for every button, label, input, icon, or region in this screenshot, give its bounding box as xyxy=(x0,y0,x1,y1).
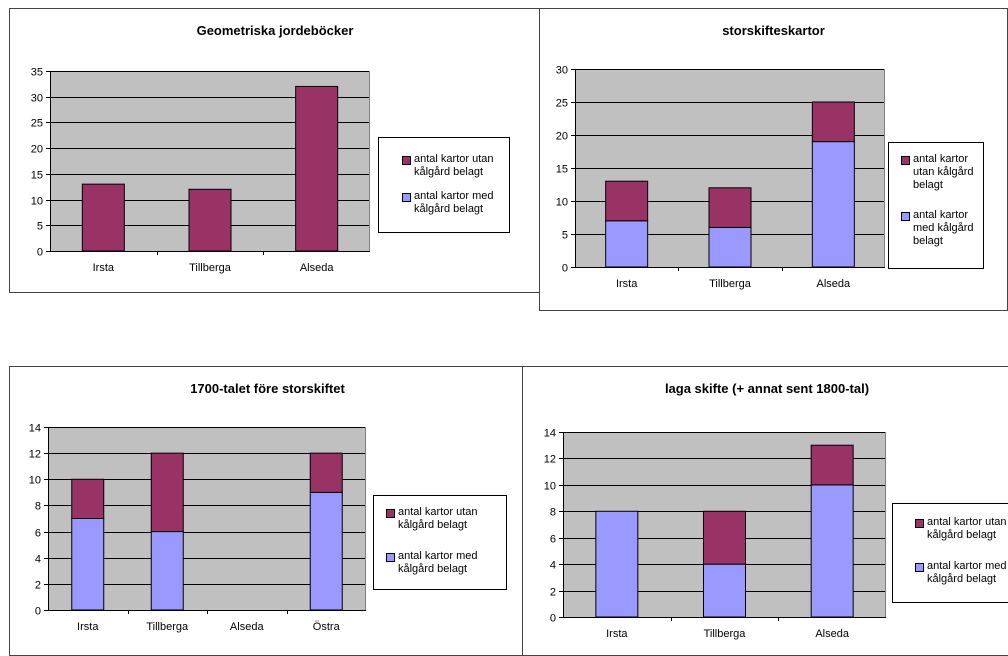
x-tick-label: Irsta xyxy=(77,621,99,633)
y-tick-label: 0 xyxy=(550,613,556,625)
chart-legend: antal kartor utan kålgård belagt antal k… xyxy=(888,142,984,269)
chart-title: Geometriska jordeböcker xyxy=(196,23,354,38)
bar-utan xyxy=(605,180,649,222)
y-tick-label: 8 xyxy=(35,501,41,513)
legend-swatch-utan xyxy=(402,156,411,165)
x-tick-label: Östra xyxy=(313,621,341,633)
x-tick-label: Alseda xyxy=(300,262,335,274)
legend-swatch-utan xyxy=(901,156,910,165)
y-tick-label: 2 xyxy=(550,587,556,599)
bar-utan xyxy=(188,188,232,252)
x-tick-label: Irsta xyxy=(93,262,115,274)
bar-chart: 0 5 10 15 20 25 30 35 Irsta Tillberga Alseda xyxy=(31,67,370,274)
y-tick-label: 6 xyxy=(35,528,41,540)
bar-utan xyxy=(703,510,746,565)
x-tick-label: Tillberga xyxy=(704,628,747,640)
bar-chart: 0 2 4 6 8 10 12 14 Irsta Tillberga Alseda Östra xyxy=(29,423,366,633)
x-tick-label: Tillberga xyxy=(709,278,752,290)
legend-swatch-utan xyxy=(386,509,395,518)
legend-label: antal kartor med kålgård belagt xyxy=(913,209,974,247)
bar-med xyxy=(708,226,752,268)
x-tick-label: Alseda xyxy=(815,628,850,640)
bar-med xyxy=(595,510,639,618)
legend-label: antal kartor med kålgård belagt xyxy=(398,550,478,575)
legend-label: antal kartor utan kålgård belagt xyxy=(398,506,478,531)
x-tick-label: Irsta xyxy=(606,628,628,640)
bar-utan xyxy=(71,478,105,519)
bar-med xyxy=(309,491,343,611)
bar-utan xyxy=(309,452,343,493)
bar-utan xyxy=(295,85,339,252)
y-tick-label: 10 xyxy=(29,475,41,487)
chart-panel-1700-talet: 1700-talet före storskiftet 0 2 4 6 8 10 12 14 I… xyxy=(9,366,526,656)
y-tick-label: 20 xyxy=(556,131,568,143)
bar-med xyxy=(605,220,649,268)
y-tick-label: 0 xyxy=(35,606,41,618)
y-tick-label: 0 xyxy=(37,247,43,259)
legend-swatch-med xyxy=(901,212,910,221)
y-tick-label: 10 xyxy=(544,481,556,493)
y-tick-label: 30 xyxy=(556,65,568,77)
y-tick-label: 8 xyxy=(550,507,556,519)
y-tick-label: 5 xyxy=(562,230,568,242)
bar-med xyxy=(703,563,746,618)
y-tick-label: 4 xyxy=(35,554,41,566)
chart-title: laga skifte (+ annat sent 1800-tal) xyxy=(664,381,870,396)
y-tick-label: 25 xyxy=(31,118,43,130)
y-tick-label: 6 xyxy=(550,534,556,546)
x-tick-label: Alseda xyxy=(230,621,265,633)
chart-panel-storskifteskartor: storskifteskartor 0 5 10 15 20 25 30 Irsta Tillb… xyxy=(539,8,1008,311)
chart-panel-geometriska: Geometriska jordeböcker 0 5 10 15 20 25 30 35 Ir… xyxy=(9,8,541,293)
legend-label: antal kartor utan kålgård belagt xyxy=(913,153,974,191)
bar-med xyxy=(810,484,854,618)
bar-utan xyxy=(81,183,125,252)
y-tick-label: 4 xyxy=(550,560,556,572)
bar-utan xyxy=(811,101,855,143)
y-tick-label: 10 xyxy=(31,196,43,208)
y-tick-label: 5 xyxy=(37,221,43,233)
legend-swatch-utan xyxy=(915,519,924,528)
legend-swatch-med xyxy=(915,563,924,572)
y-tick-label: 35 xyxy=(31,67,43,79)
y-tick-label: 12 xyxy=(29,449,41,461)
y-tick-label: 25 xyxy=(556,98,568,110)
chart-panel-laga-skifte: laga skifte (+ annat sent 1800-tal) 0 2 4 6… xyxy=(522,366,1008,656)
y-tick-label: 15 xyxy=(31,170,43,182)
chart-title: storskifteskartor xyxy=(722,23,825,38)
y-tick-label: 14 xyxy=(544,428,556,440)
bar-utan xyxy=(810,444,854,486)
y-tick-label: 14 xyxy=(29,423,41,435)
bar-med xyxy=(150,531,184,611)
y-tick-label: 12 xyxy=(544,454,556,466)
chart-legend: antal kartor utan kålgård belagt antal k… xyxy=(892,503,1008,603)
y-tick-label: 15 xyxy=(556,164,568,176)
legend-label: antal kartor med kålgård belagt xyxy=(414,190,494,215)
x-tick-label: Tillberga xyxy=(146,621,189,633)
chart-legend: antal kartor utan kålgård belagt antal k… xyxy=(378,137,510,233)
legend-swatch-med xyxy=(386,553,395,562)
y-tick-label: 10 xyxy=(556,197,568,209)
legend-label: antal kartor utan kålgård belagt xyxy=(927,516,1007,541)
x-tick-label: Alseda xyxy=(817,278,852,290)
x-tick-label: Irsta xyxy=(616,278,638,290)
y-tick-label: 30 xyxy=(31,93,43,105)
legend-label: antal kartor utan kålgård belagt xyxy=(414,153,494,178)
legend-label: antal kartor med kålgård belagt xyxy=(927,560,1007,585)
bar-utan xyxy=(150,452,184,533)
bar-med xyxy=(811,141,855,268)
bar-chart: 0 5 10 15 20 25 30 Irsta Tillberga Alseda xyxy=(556,65,885,290)
bar-utan xyxy=(708,187,752,228)
bar-med xyxy=(71,518,105,611)
chart-title: 1700-talet före storskiftet xyxy=(190,381,345,396)
legend-swatch-med xyxy=(402,193,411,202)
chart-legend: antal kartor utan kålgård belagt antal k… xyxy=(373,495,507,590)
y-tick-label: 20 xyxy=(31,144,43,156)
bar-chart: 0 2 4 6 8 10 12 14 Irsta Tillberga Alseda xyxy=(544,428,886,640)
x-tick-label: Tillberga xyxy=(189,262,232,274)
y-tick-label: 2 xyxy=(35,580,41,592)
y-tick-label: 0 xyxy=(562,263,568,275)
